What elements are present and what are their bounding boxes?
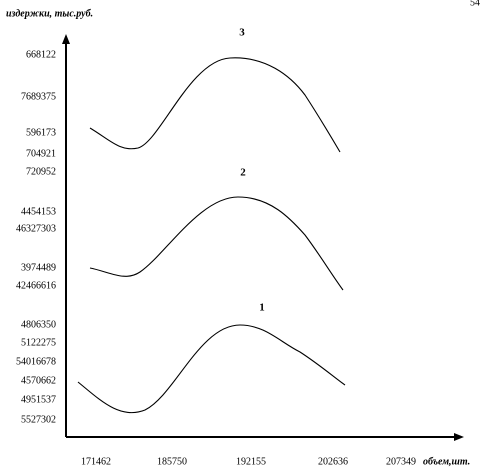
y-label: 4951537 xyxy=(21,394,56,405)
y-arrow xyxy=(62,34,70,44)
y-label: 7689375 xyxy=(21,91,56,102)
x-label: 185750 xyxy=(157,456,187,467)
y-label: 668122 xyxy=(26,49,56,60)
y-label: 42466616 xyxy=(16,280,56,291)
y-label: 54016678 xyxy=(16,356,56,367)
y-label: 596173 xyxy=(26,127,56,138)
y-label: 3974489 xyxy=(21,262,56,273)
x-label: 202636 xyxy=(318,456,348,467)
x-label: 207349 xyxy=(386,456,416,467)
curve-3 xyxy=(89,57,341,153)
curve-label: 3 xyxy=(239,27,245,39)
y-label: 720952 xyxy=(26,166,56,177)
x-arrow xyxy=(454,433,464,441)
page-number: 54 xyxy=(470,0,480,8)
y-label: 4806350 xyxy=(21,319,56,330)
x-axis-title: объем,шт. xyxy=(423,456,470,467)
y-axis-title: издержки, тыс.руб. xyxy=(6,8,93,19)
curve-label: 2 xyxy=(240,167,246,179)
y-label: 4570662 xyxy=(21,375,56,386)
y-label: 5527302 xyxy=(21,414,56,425)
curve-label: 1 xyxy=(259,302,265,314)
y-label: 46327303 xyxy=(16,223,56,234)
y-label: 5122275 xyxy=(21,337,56,348)
x-label: 192155 xyxy=(236,456,266,467)
y-label: 4454153 xyxy=(21,206,56,217)
curve-1 xyxy=(77,324,346,414)
y-label: 704921 xyxy=(26,148,56,159)
x-label: 171462 xyxy=(81,456,111,467)
curve-2 xyxy=(89,196,344,291)
